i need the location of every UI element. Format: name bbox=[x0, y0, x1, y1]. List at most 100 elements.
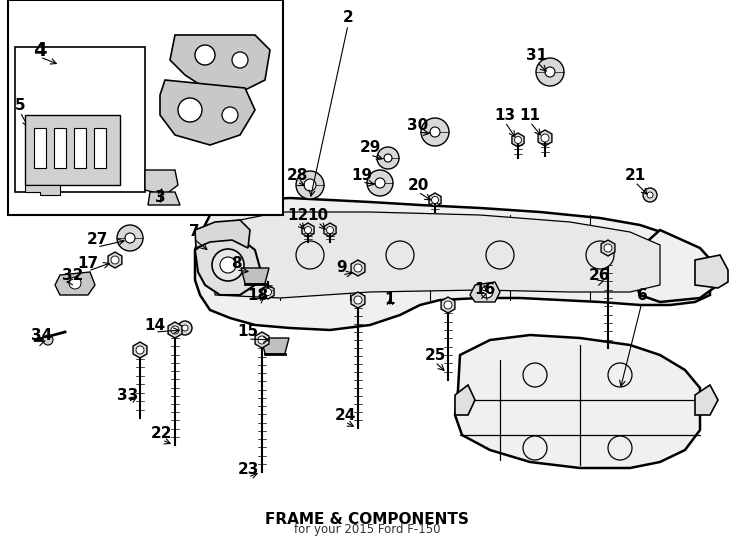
Circle shape bbox=[178, 98, 202, 122]
Polygon shape bbox=[262, 285, 274, 299]
Circle shape bbox=[232, 52, 248, 68]
Polygon shape bbox=[195, 198, 710, 330]
Polygon shape bbox=[512, 133, 524, 147]
Circle shape bbox=[515, 137, 521, 144]
Polygon shape bbox=[351, 260, 365, 276]
Text: 19: 19 bbox=[352, 167, 373, 183]
Text: 21: 21 bbox=[625, 167, 646, 183]
Polygon shape bbox=[470, 282, 500, 302]
Text: 17: 17 bbox=[78, 256, 98, 272]
Polygon shape bbox=[133, 342, 147, 358]
Text: 30: 30 bbox=[407, 118, 429, 132]
Circle shape bbox=[375, 178, 385, 188]
Circle shape bbox=[386, 241, 414, 269]
Text: 16: 16 bbox=[474, 282, 495, 298]
Circle shape bbox=[117, 225, 143, 251]
Polygon shape bbox=[601, 240, 615, 256]
Text: 27: 27 bbox=[87, 233, 108, 247]
Polygon shape bbox=[630, 230, 718, 302]
Text: 10: 10 bbox=[308, 207, 329, 222]
Polygon shape bbox=[195, 235, 260, 295]
Text: 3: 3 bbox=[155, 191, 165, 206]
Text: 5: 5 bbox=[15, 98, 25, 112]
Circle shape bbox=[327, 226, 333, 233]
Polygon shape bbox=[25, 115, 120, 185]
Circle shape bbox=[69, 277, 81, 289]
Circle shape bbox=[125, 233, 135, 243]
Circle shape bbox=[541, 134, 549, 142]
Circle shape bbox=[604, 244, 612, 252]
Polygon shape bbox=[351, 292, 365, 308]
Circle shape bbox=[643, 188, 657, 202]
Polygon shape bbox=[34, 128, 46, 168]
Circle shape bbox=[421, 118, 449, 146]
Circle shape bbox=[367, 170, 393, 196]
Circle shape bbox=[536, 58, 564, 86]
Text: 6: 6 bbox=[636, 287, 647, 302]
Circle shape bbox=[586, 241, 614, 269]
Circle shape bbox=[523, 363, 547, 387]
Circle shape bbox=[608, 363, 632, 387]
Circle shape bbox=[296, 171, 324, 199]
Polygon shape bbox=[55, 272, 95, 295]
Bar bbox=[8, 0, 283, 215]
Text: 34: 34 bbox=[32, 327, 53, 342]
Text: 12: 12 bbox=[288, 207, 308, 222]
Polygon shape bbox=[455, 335, 700, 468]
Circle shape bbox=[305, 226, 311, 233]
Polygon shape bbox=[695, 255, 728, 288]
Polygon shape bbox=[241, 268, 269, 284]
Circle shape bbox=[212, 249, 244, 281]
Circle shape bbox=[220, 257, 236, 273]
Polygon shape bbox=[160, 80, 255, 145]
Bar bbox=[15, 47, 145, 192]
Polygon shape bbox=[302, 223, 314, 237]
Circle shape bbox=[608, 436, 632, 460]
Circle shape bbox=[182, 325, 188, 331]
Text: 11: 11 bbox=[520, 107, 540, 123]
Text: 25: 25 bbox=[424, 348, 446, 362]
Text: 7: 7 bbox=[189, 225, 200, 240]
Polygon shape bbox=[25, 185, 60, 195]
Circle shape bbox=[430, 127, 440, 137]
Text: 28: 28 bbox=[286, 167, 308, 183]
Text: 18: 18 bbox=[247, 287, 269, 302]
Text: 4: 4 bbox=[33, 40, 47, 59]
Polygon shape bbox=[108, 252, 122, 268]
Text: 1: 1 bbox=[385, 293, 395, 307]
Text: 2: 2 bbox=[343, 10, 353, 25]
Circle shape bbox=[354, 296, 362, 304]
Text: FRAME & COMPONENTS: FRAME & COMPONENTS bbox=[265, 512, 469, 528]
Polygon shape bbox=[538, 130, 552, 146]
Polygon shape bbox=[455, 385, 475, 415]
Text: 22: 22 bbox=[151, 426, 172, 441]
Text: 23: 23 bbox=[237, 462, 258, 477]
Circle shape bbox=[222, 107, 238, 123]
Circle shape bbox=[486, 241, 514, 269]
Circle shape bbox=[296, 241, 324, 269]
Text: 9: 9 bbox=[337, 260, 347, 275]
Text: 14: 14 bbox=[145, 318, 166, 333]
Circle shape bbox=[377, 147, 399, 169]
Polygon shape bbox=[695, 385, 718, 415]
Circle shape bbox=[444, 301, 452, 309]
Circle shape bbox=[545, 67, 555, 77]
Polygon shape bbox=[261, 338, 289, 354]
Circle shape bbox=[258, 336, 266, 344]
Polygon shape bbox=[170, 35, 270, 90]
Text: 20: 20 bbox=[407, 178, 429, 192]
Circle shape bbox=[354, 264, 362, 272]
Polygon shape bbox=[145, 170, 178, 195]
Circle shape bbox=[171, 326, 179, 334]
Polygon shape bbox=[324, 223, 336, 237]
Polygon shape bbox=[195, 220, 250, 248]
Polygon shape bbox=[215, 212, 660, 298]
Circle shape bbox=[481, 286, 493, 298]
Circle shape bbox=[111, 256, 119, 264]
Text: 26: 26 bbox=[589, 267, 611, 282]
Circle shape bbox=[136, 346, 144, 354]
Polygon shape bbox=[441, 297, 455, 313]
Text: 8: 8 bbox=[230, 255, 241, 271]
Polygon shape bbox=[148, 192, 180, 205]
Polygon shape bbox=[94, 128, 106, 168]
